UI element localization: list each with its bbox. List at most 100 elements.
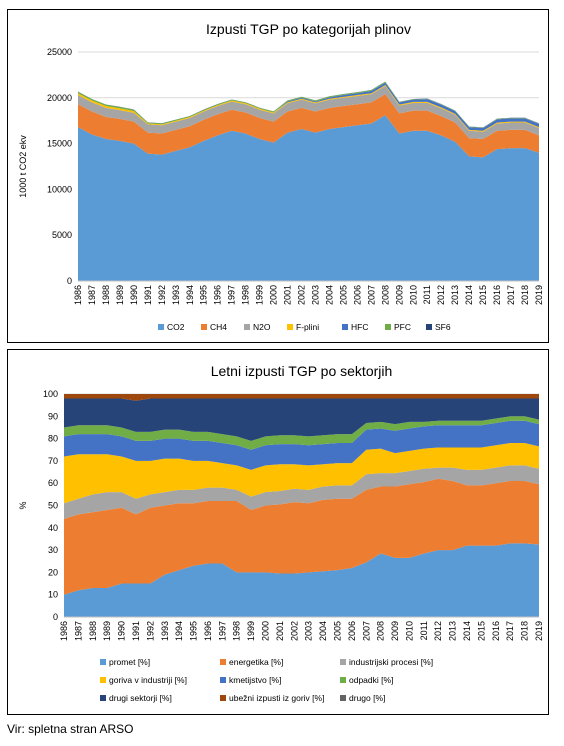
legend-entry: energetika [%] — [229, 657, 283, 667]
source-note: Vir: spletna stran ARSO — [7, 722, 134, 736]
x-tick-label: 1995 — [189, 621, 199, 641]
legend-swatch — [158, 324, 164, 330]
x-tick-label: 1999 — [255, 285, 265, 305]
x-tick-label: 2009 — [394, 285, 404, 305]
y-axis-label: 1000 t CO2 ekv — [18, 135, 28, 198]
legend-swatch — [385, 324, 391, 330]
legend-entry: F-plini — [296, 322, 319, 332]
x-tick-label: 2001 — [275, 621, 285, 641]
legend-swatch — [100, 659, 106, 665]
area-series-6 — [64, 398, 539, 441]
x-tick-label: 2007 — [361, 621, 371, 641]
x-tick-label: 1990 — [117, 621, 127, 641]
x-tick-label: 2000 — [261, 621, 271, 641]
x-tick-label: 2001 — [283, 285, 293, 305]
legend-entry: HFC — [351, 322, 368, 332]
legend-swatch — [342, 324, 348, 330]
area-series-4 — [64, 420, 539, 470]
x-tick-label: 1993 — [160, 621, 170, 641]
legend-entry: odpadki [%] — [349, 675, 393, 685]
x-tick-label: 2009 — [390, 621, 400, 641]
y-tick-label: 5000 — [52, 230, 72, 240]
x-tick-label: 2005 — [332, 621, 342, 641]
x-tick-label: 1996 — [203, 621, 213, 641]
y-tick-label: 0 — [53, 612, 58, 622]
legend-entry: SF6 — [435, 322, 451, 332]
y-tick-label: 0 — [67, 276, 72, 286]
x-tick-label: 2010 — [408, 285, 418, 305]
x-tick-label: 1992 — [157, 285, 167, 305]
x-tick-label: 2003 — [304, 621, 314, 641]
chart-sectors-svg: Letni izpusti TGP po sektorjih 0 10 20 30 40 5… — [18, 363, 544, 703]
legend-swatch — [100, 677, 106, 683]
chart-panel-gases: Izpusti TGP po kategorijah plinov 0 5000 10… — [7, 9, 549, 343]
legend-entry: drugo [%] — [349, 693, 385, 703]
x-tick-label: 1988 — [101, 285, 111, 305]
x-tick-label: 2014 — [464, 285, 474, 305]
y-axis-label: % — [18, 501, 28, 509]
y-tick-label: 80 — [48, 434, 58, 444]
x-tick-label: 1987 — [87, 285, 97, 305]
x-tick-label: 2016 — [492, 285, 502, 305]
legend-swatch — [287, 324, 293, 330]
x-tick-label: 1999 — [246, 621, 256, 641]
chart-panel-sectors: Letni izpusti TGP po sektorjih 0 10 20 30 40 5… — [7, 349, 549, 715]
x-tick-label: 2014 — [462, 621, 472, 641]
area-series-2 — [78, 85, 539, 140]
x-tick-label: 1994 — [174, 621, 184, 641]
legend-entry: kmetijstvo [%] — [229, 675, 281, 685]
legend-swatch — [244, 324, 250, 330]
x-tick-label: 2002 — [289, 621, 299, 641]
x-tick-label: 2006 — [352, 285, 362, 305]
x-tick-label: 2019 — [534, 285, 544, 305]
x-tick-label: 2002 — [297, 285, 307, 305]
x-tick-label: 1986 — [59, 621, 69, 641]
x-tick-label: 2006 — [347, 621, 357, 641]
area-series-1 — [78, 94, 539, 158]
legend-entry: promet [%] — [109, 657, 150, 667]
x-tick-label: 2004 — [324, 285, 334, 305]
x-tick-label: 1997 — [227, 285, 237, 305]
area-series-7 — [64, 394, 539, 401]
legend-entry: PFC — [394, 322, 411, 332]
chart-title: Izpusti TGP po kategorijah plinov — [206, 21, 411, 37]
x-tick-label: 1998 — [232, 621, 242, 641]
y-tick-label: 90 — [48, 411, 58, 421]
y-tick-label: 25000 — [47, 47, 72, 57]
y-tick-label: 70 — [48, 456, 58, 466]
x-tick-label: 2012 — [433, 621, 443, 641]
x-tick-label: 2008 — [376, 621, 386, 641]
legend-swatch — [426, 324, 432, 330]
area-series-2 — [64, 465, 539, 519]
area-series-1 — [64, 478, 539, 595]
x-tick-label: 2010 — [404, 621, 414, 641]
area-series-0 — [64, 543, 539, 617]
y-tick-label: 40 — [48, 523, 58, 533]
legend-entry: CH4 — [210, 322, 227, 332]
x-tick-label: 2019 — [534, 621, 544, 641]
y-tick-label: 20 — [48, 567, 58, 577]
legend-entry: goriva v industriji [%] — [109, 675, 187, 685]
x-tick-label: 1989 — [115, 285, 125, 305]
y-tick-label: 15000 — [47, 139, 72, 149]
x-tick-label: 1987 — [73, 621, 83, 641]
x-tick-label: 1994 — [185, 285, 195, 305]
x-tick-label: 1991 — [131, 621, 141, 641]
x-tick-label: 1990 — [129, 285, 139, 305]
x-tick-label: 2008 — [380, 285, 390, 305]
x-tick-label: 1998 — [241, 285, 251, 305]
x-tick-label: 2011 — [422, 285, 432, 304]
y-tick-label: 20000 — [47, 93, 72, 103]
x-tick-label: 1995 — [199, 285, 209, 305]
legend-entry: N2O — [253, 322, 271, 332]
x-tick-label: 2005 — [338, 285, 348, 305]
x-tick-label: 1989 — [102, 621, 112, 641]
legend-swatch — [220, 659, 226, 665]
x-tick-label: 2013 — [450, 285, 460, 305]
y-tick-label: 10 — [48, 590, 58, 600]
x-tick-label: 2017 — [506, 285, 516, 305]
legend-swatch — [340, 677, 346, 683]
x-tick-label: 1988 — [88, 621, 98, 641]
legend-swatch — [340, 695, 346, 701]
y-tick-label: 60 — [48, 478, 58, 488]
